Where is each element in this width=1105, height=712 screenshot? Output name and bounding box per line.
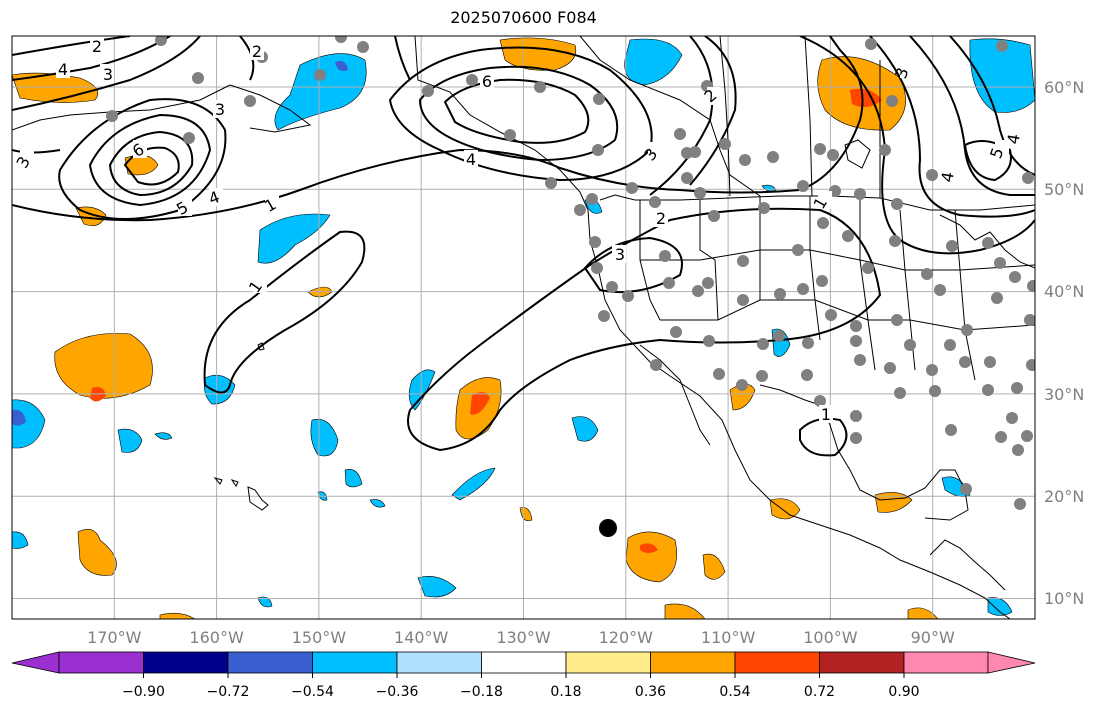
storm-position-marker: [599, 519, 617, 537]
lon-tick-label: 170°W: [87, 628, 142, 647]
negative-anomaly-region: [12, 531, 29, 549]
colorbar-segment: [396, 651, 482, 674]
colorbar-segment: [734, 651, 820, 674]
positive-anomaly-region: [702, 553, 726, 580]
contour-value-label: 2: [252, 42, 262, 61]
colorbar-segment: [903, 651, 989, 674]
positive-anomaly-region: [625, 531, 677, 583]
contour-value-label: 3: [615, 245, 625, 264]
colorbar-extend-low: [11, 651, 60, 674]
lat-tick-label: 50°N: [1044, 180, 1084, 199]
colorbar-tick-label: 0.90: [888, 684, 919, 700]
colorbar-tick-label: −0.72: [207, 684, 250, 700]
latitude-axis: 10°N 20°N 30°N 40°N 50°N 60°N: [1044, 78, 1084, 608]
colorbar-ticks: −0.90 −0.72 −0.54 −0.36 −0.18 0.18 0.36 …: [122, 673, 920, 700]
lon-tick-label: 130°W: [496, 628, 551, 647]
lat-tick-label: 40°N: [1044, 282, 1084, 301]
lon-tick-label: 120°W: [599, 628, 654, 647]
contour-value-label: 3: [103, 65, 113, 84]
lon-tick-label: 110°W: [701, 628, 756, 647]
lat-tick-label: 30°N: [1044, 385, 1084, 404]
colorbar-tick-label: −0.36: [376, 684, 419, 700]
negative-anomaly-region: [417, 576, 457, 598]
lat-tick-label: 20°N: [1044, 487, 1084, 506]
colorbar: [11, 651, 1036, 674]
negative-anomaly-region: [451, 467, 496, 501]
negative-anomaly-region: [969, 38, 1035, 113]
contour-value-label: 4: [466, 150, 476, 169]
contour-value-label: 3: [215, 100, 225, 119]
colorbar-tick-label: 0.18: [550, 684, 581, 700]
strong-positive-core: [470, 392, 490, 415]
lat-tick-label: 10°N: [1044, 589, 1084, 608]
strong-negative-core: [335, 61, 348, 71]
contour-value-label: 2: [92, 37, 102, 56]
negative-anomaly-region: [274, 53, 367, 131]
negative-anomaly-region: [257, 596, 273, 608]
negative-anomaly-region: [154, 432, 173, 440]
negative-anomaly-region: [344, 469, 363, 488]
colorbar-tick-label: 0.54: [719, 684, 750, 700]
colorbar-tick-label: −0.90: [122, 684, 165, 700]
positive-anomaly-region: [769, 498, 801, 520]
positive-anomaly-region: [907, 607, 939, 619]
colorbar-tick-label: 0.36: [635, 684, 666, 700]
contour-value-label: 4: [58, 60, 68, 79]
contour-lines: [12, 36, 1035, 457]
lon-tick-label: 90°W: [911, 628, 955, 647]
contour-value-label: 4: [937, 170, 957, 183]
positive-anomaly-region: [54, 333, 153, 399]
colorbar-segment: [227, 651, 313, 674]
contour-value-label: 2: [656, 209, 666, 228]
colorbar-segment: [565, 651, 651, 674]
colorbar-tick-label: 0.72: [804, 684, 835, 700]
negative-anomaly-region: [117, 428, 143, 453]
coastlines: [12, 36, 1035, 619]
colorbar-segment: [58, 651, 144, 674]
negative-anomaly-region: [571, 416, 599, 442]
colorbar-extend-high: [987, 651, 1036, 674]
lon-tick-label: 150°W: [292, 628, 347, 647]
positive-anomaly-region: [664, 603, 706, 619]
colorbar-segment: [481, 651, 567, 674]
map-title: 2025070600 F084: [450, 8, 597, 27]
station-dots: [106, 36, 1035, 510]
lon-tick-label: 160°W: [189, 628, 244, 647]
contour-value-label: 6: [482, 72, 492, 91]
contour-value-label: 1: [821, 405, 831, 424]
positive-anomaly-region: [159, 612, 196, 619]
negative-anomaly-region: [624, 38, 683, 86]
strong-negative-core: [12, 409, 26, 426]
colorbar-segment: [819, 651, 905, 674]
positive-anomaly-region: [77, 529, 117, 576]
lat-tick-label: 60°N: [1044, 78, 1084, 97]
longitude-axis: 170°W 160°W 150°W 140°W 130°W 120°W 110°…: [87, 628, 955, 647]
positive-anomaly-region: [874, 492, 913, 513]
lon-tick-label: 140°W: [394, 628, 449, 647]
negative-anomaly-region: [369, 499, 386, 508]
colorbar-segment: [143, 651, 229, 674]
negative-anomaly-region: [310, 418, 339, 457]
colorbar-segment: [312, 651, 398, 674]
map-frame: [11, 35, 1036, 620]
map-panel: 1 1 1 1 2 2 2 2 3 3 3 3 3 3: [12, 36, 1035, 619]
lon-tick-label: 100°W: [803, 628, 858, 647]
strong-positive-core: [640, 543, 658, 553]
negative-anomaly-region: [257, 213, 331, 264]
negative-anomaly-region: [204, 374, 236, 405]
colorbar-tick-label: −0.18: [460, 684, 503, 700]
colorbar-tick-label: −0.54: [291, 684, 334, 700]
colorbar-segment: [650, 651, 736, 674]
contour-label-group: 1 1 1 1 2 2 2 2 3 3 3 3 3 3: [12, 36, 1026, 424]
